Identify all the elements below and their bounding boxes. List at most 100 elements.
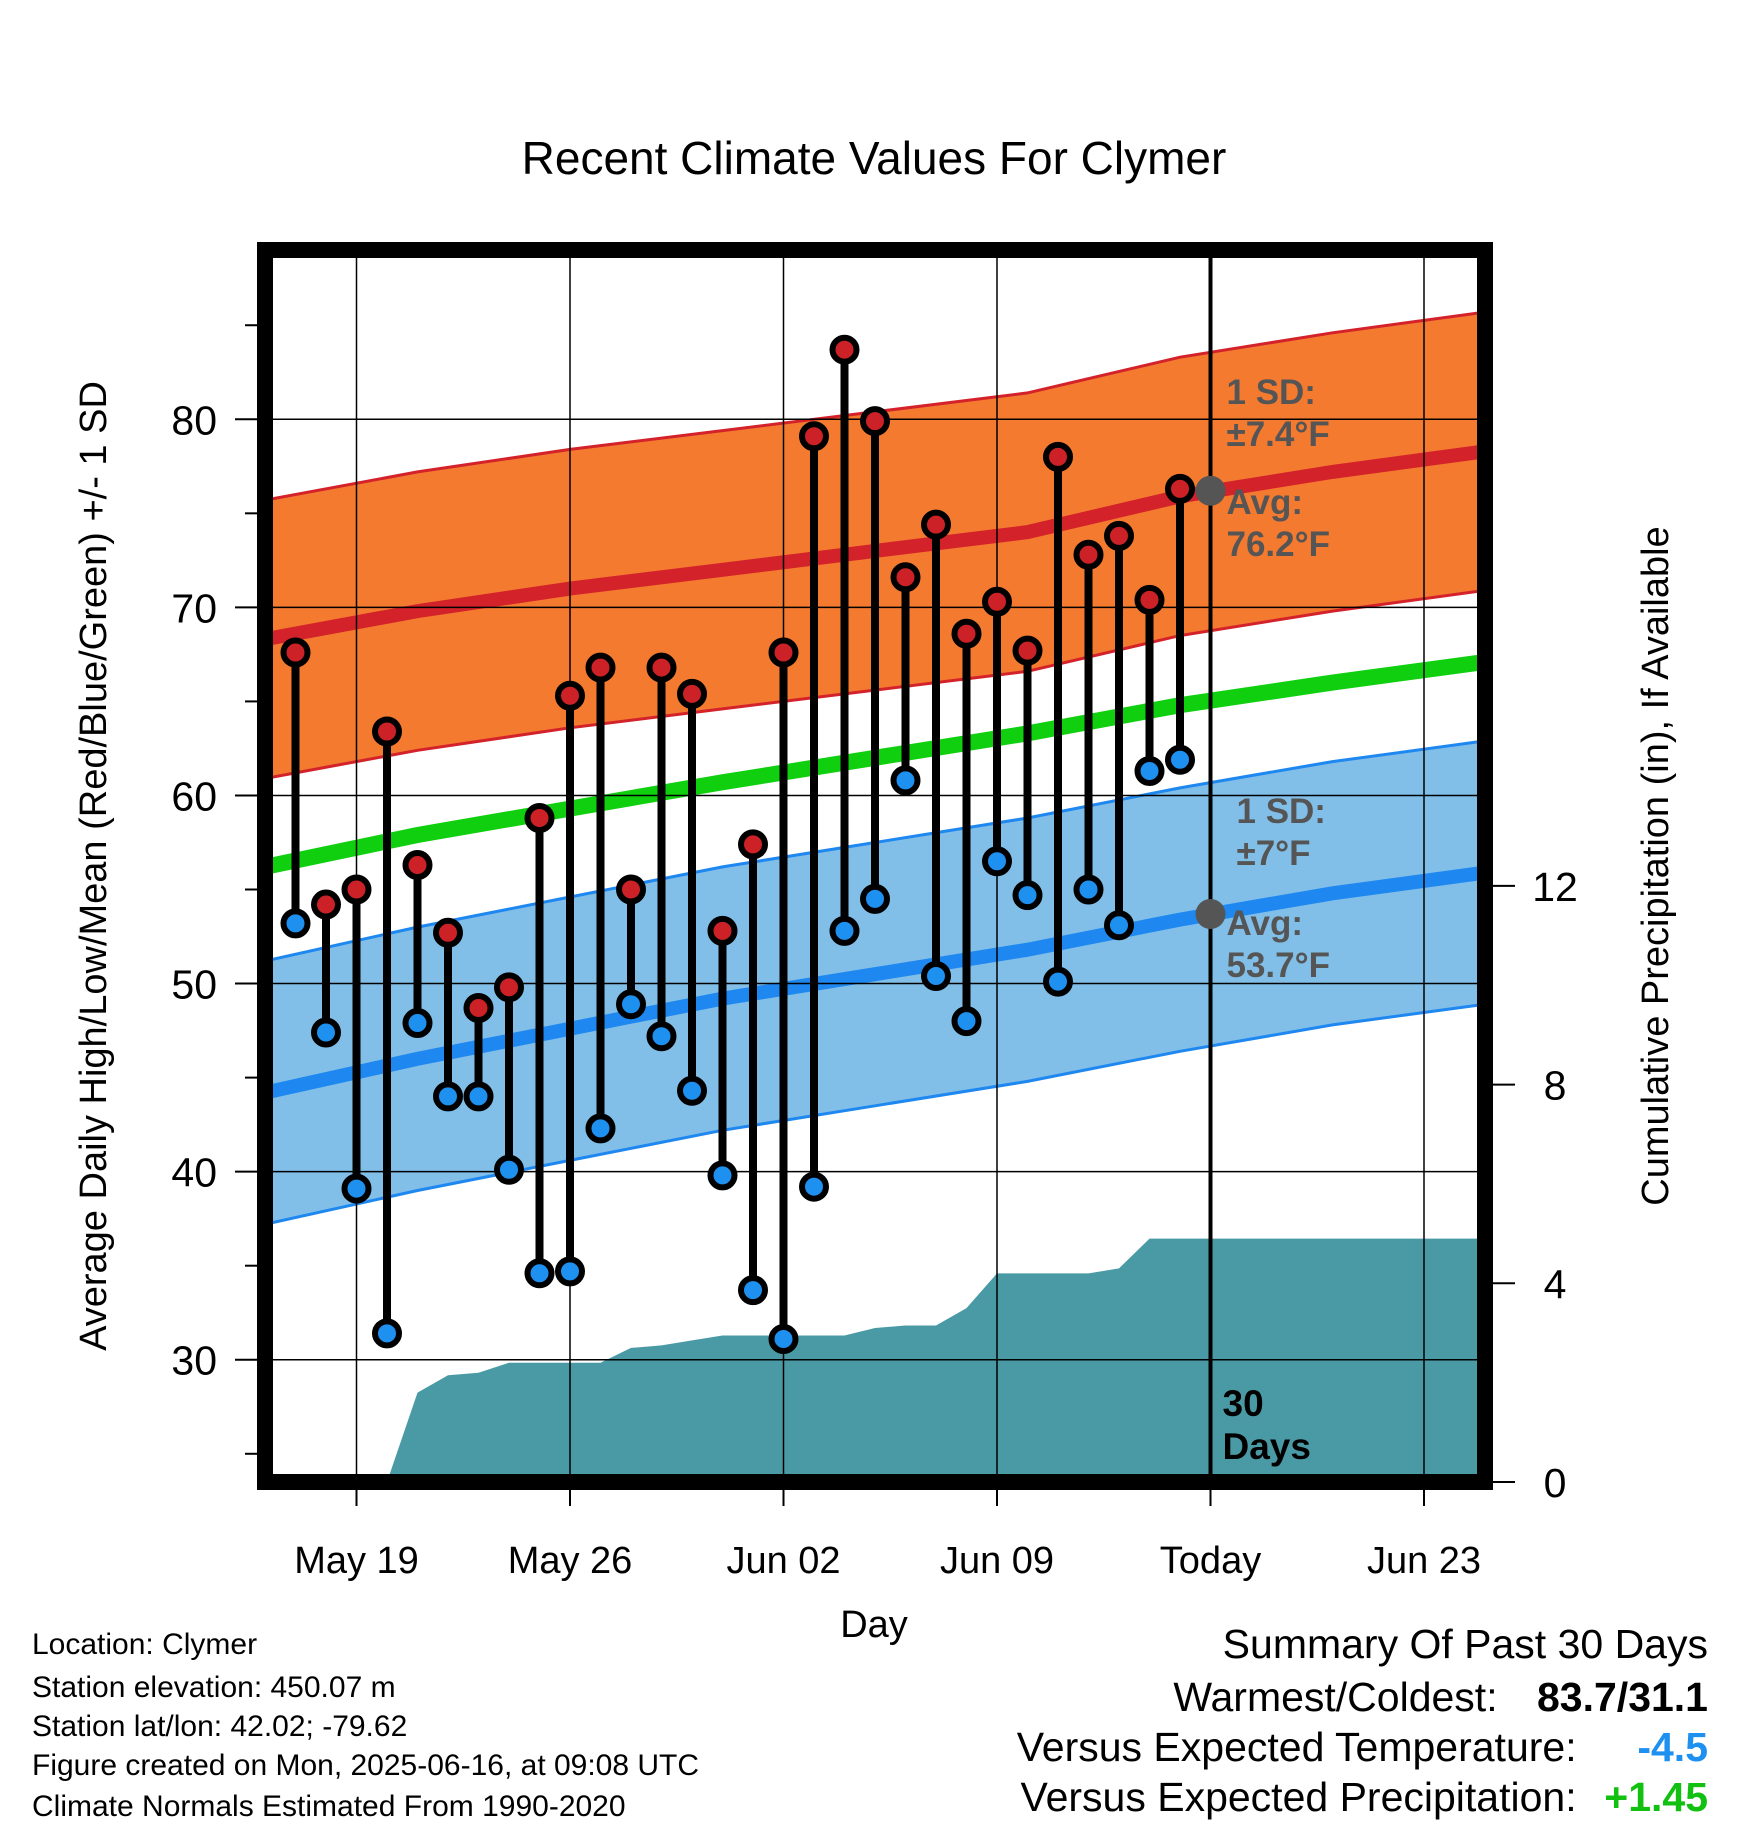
observed-high-point — [341, 874, 372, 905]
observed-high-point — [829, 334, 860, 365]
observed-low-point — [1165, 744, 1195, 775]
observed-high-point — [860, 406, 890, 437]
low-avg-value: 53.7°F — [1227, 946, 1331, 985]
axes: 30 40 50 60 70 80 0 4 8 12 May 19 May 26 Jun 02 Jun 0… — [171, 242, 1578, 1582]
observed-low-point — [1073, 874, 1104, 905]
summary-precipitation: Versus Expected Precipitation: +1.45 — [1021, 1775, 1709, 1819]
chart-title: Recent Climate Values For Clymer — [522, 132, 1227, 184]
observed-low-point — [1104, 910, 1134, 941]
y-axis-right-label: Cumulative Precipitation (in), If Availa… — [1635, 526, 1677, 1205]
days-word-label: Days — [1223, 1426, 1311, 1467]
observed-high-point — [1104, 520, 1134, 551]
climate-normals-note: Climate Normals Estimated From 1990-2020 — [32, 1790, 626, 1823]
station-elevation: Station elevation: 450.07 m — [32, 1671, 396, 1704]
observed-low-point — [646, 1021, 677, 1052]
observed-high-point — [1165, 473, 1195, 504]
high-sd-value: ±7.4°F — [1227, 415, 1330, 454]
observed-high-point — [646, 652, 677, 683]
observed-low-point — [524, 1258, 555, 1289]
y-left-tick-label: 80 — [171, 397, 217, 443]
observed-low-point — [372, 1318, 402, 1349]
low-sd-value: ±7°F — [1237, 834, 1311, 873]
low-avg-label: Avg: — [1227, 904, 1303, 943]
observed-low-point — [951, 1006, 982, 1037]
observed-low-point — [768, 1324, 799, 1355]
x-tick-label: Today — [1160, 1540, 1261, 1582]
today-high-avg-dot — [1195, 475, 1226, 506]
observed-high-point — [616, 874, 646, 905]
observed-high-point — [372, 716, 402, 747]
observed-low-point — [311, 1017, 341, 1048]
observed-high-point — [585, 652, 616, 683]
high-avg-label: Avg: — [1227, 483, 1303, 522]
observed-high-point — [921, 509, 951, 540]
observed-high-point — [311, 889, 341, 920]
expected-precipitation-value: +1.45 — [1604, 1774, 1708, 1820]
observed-low-point — [799, 1171, 829, 1202]
observed-low-point — [280, 908, 311, 939]
plot-frame — [257, 242, 1493, 1490]
observed-low-point — [433, 1081, 463, 1112]
observed-low-point — [341, 1173, 372, 1204]
high-sd-label: 1 SD: — [1227, 373, 1316, 412]
observed-low-point — [890, 765, 921, 796]
days-count-label: 30 — [1223, 1383, 1264, 1424]
warmest-coldest-label: Warmest/Coldest: — [1173, 1674, 1498, 1720]
expected-precipitation-label: Versus Expected Precipitation: — [1020, 1774, 1577, 1820]
observed-low-point — [1134, 756, 1165, 787]
observed-high-point — [433, 917, 463, 948]
y-left-tick-label: 70 — [171, 585, 217, 631]
y-right-tick-label: 0 — [1544, 1460, 1567, 1506]
observed-low-point — [829, 915, 860, 946]
y-left-tick-label: 50 — [171, 962, 217, 1008]
y-axis-left-label: Average Daily High/Low/Mean (Red/Blue/Gr… — [73, 381, 115, 1351]
observed-high-point — [1012, 635, 1043, 666]
x-tick-label: May 26 — [508, 1540, 633, 1582]
observed-high-point — [799, 421, 829, 452]
warmest-coldest-value: 83.7/31.1 — [1537, 1674, 1708, 1720]
observed-low-point — [555, 1256, 585, 1287]
observed-high-point — [463, 993, 494, 1024]
observed-high-point — [280, 637, 311, 668]
summary-title: Summary Of Past 30 Days — [1222, 1621, 1708, 1667]
y-right-tick-label: 4 — [1544, 1261, 1567, 1307]
x-tick-label: Jun 09 — [940, 1540, 1054, 1582]
x-axis-label: Day — [840, 1604, 908, 1646]
observed-high-point — [677, 678, 707, 709]
observed-high-point — [707, 915, 738, 946]
y-right-tick-label: 8 — [1544, 1063, 1567, 1109]
observed-low-point — [921, 961, 951, 992]
observed-high-point — [768, 637, 799, 668]
observed-high-point — [951, 618, 982, 649]
observed-low-point — [494, 1154, 524, 1185]
x-tick-label: Jun 02 — [726, 1540, 840, 1582]
x-tick-label: May 19 — [294, 1540, 419, 1582]
observed-high-point — [738, 829, 768, 860]
observed-high-point — [982, 586, 1012, 617]
expected-temperature-value: -4.5 — [1637, 1724, 1708, 1770]
observed-high-point — [1134, 584, 1165, 615]
observed-low-point — [860, 883, 890, 914]
today-low-avg-dot — [1195, 898, 1226, 929]
figure-created: Figure created on Mon, 2025-06-16, at 09… — [32, 1749, 700, 1782]
y-left-tick-label: 40 — [171, 1150, 217, 1196]
observed-high-point — [524, 803, 555, 834]
observed-high-point — [1073, 539, 1104, 570]
y-left-tick-label: 30 — [171, 1338, 217, 1384]
station-latlon: Station lat/lon: 42.02; -79.62 — [32, 1710, 408, 1743]
observed-low-point — [1043, 966, 1073, 997]
observed-high-point — [402, 850, 433, 881]
observed-low-point — [616, 989, 646, 1020]
observed-low-point — [707, 1160, 738, 1191]
y-left-tick-label: 60 — [171, 773, 217, 819]
summary-temperature: Versus Expected Temperature: -4.5 — [1017, 1725, 1708, 1769]
y-right-tick-label: 12 — [1532, 864, 1578, 910]
observed-high-point — [494, 972, 524, 1003]
observed-low-point — [585, 1113, 616, 1144]
observed-high-point — [890, 562, 921, 593]
station-location: Location: Clymer — [32, 1628, 258, 1661]
observed-high-point — [555, 680, 585, 711]
